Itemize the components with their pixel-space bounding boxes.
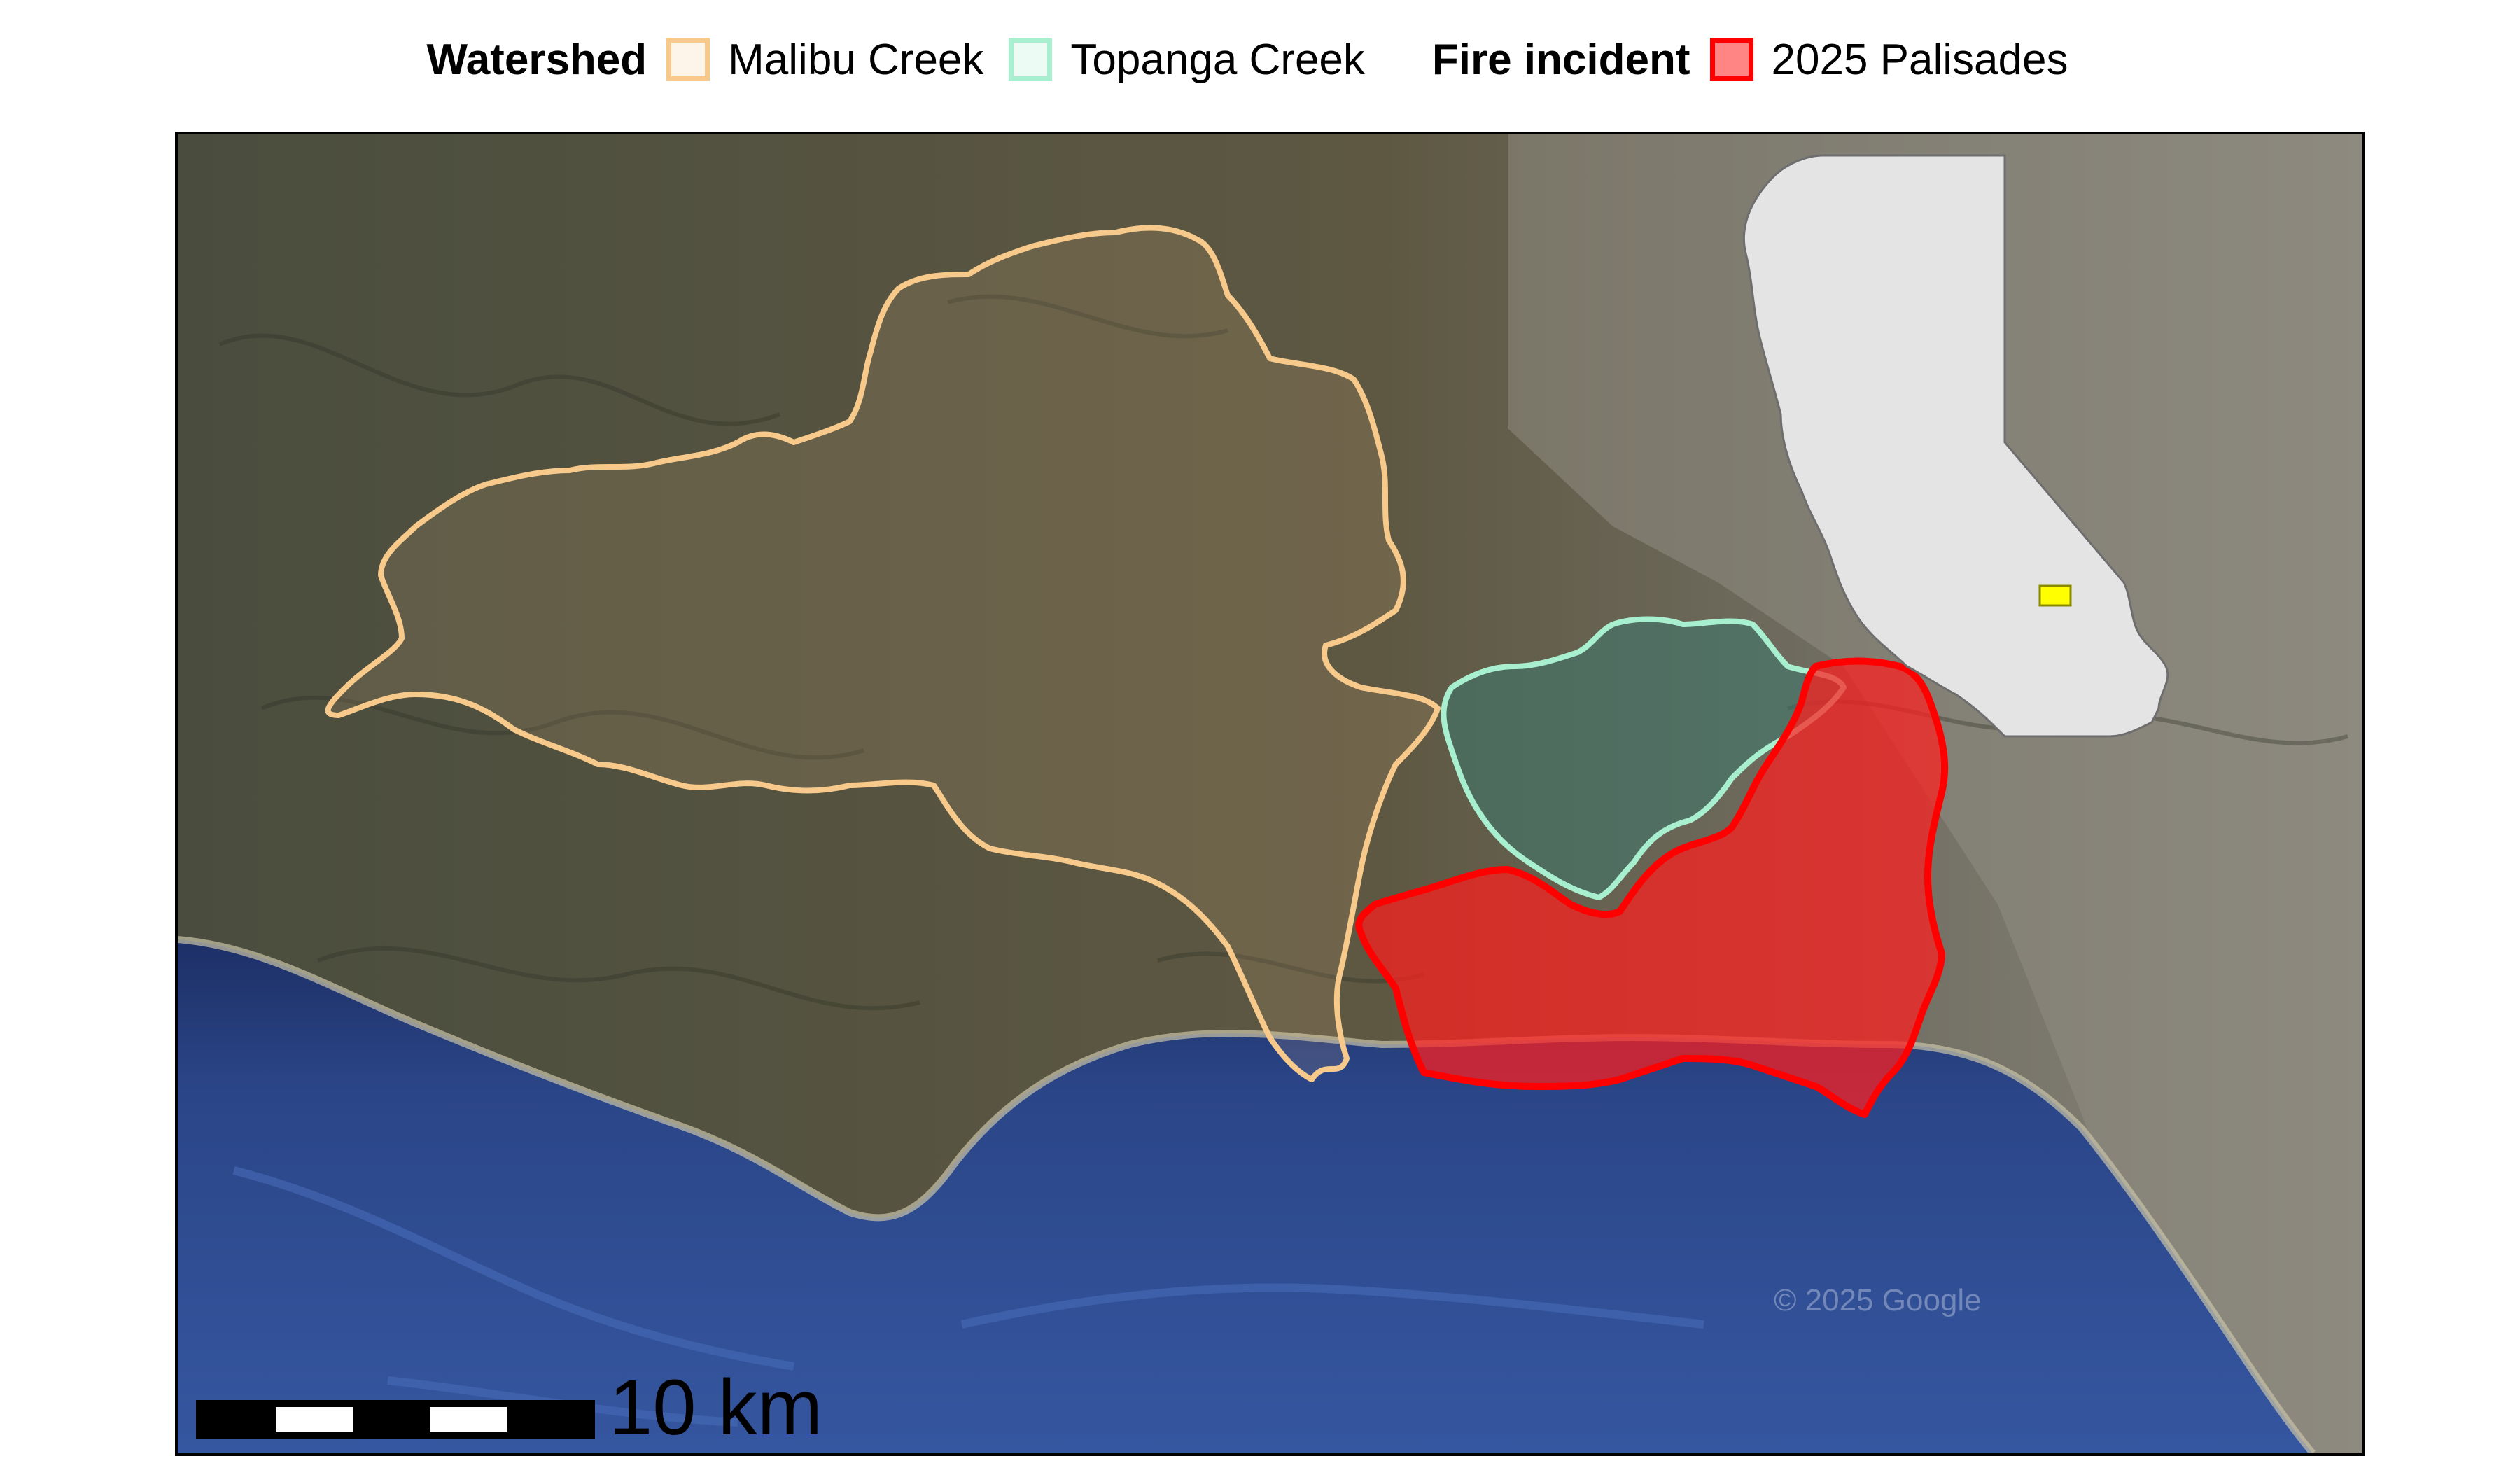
inset-study-area-highlight [2038, 584, 2072, 607]
coastline [178, 936, 2316, 1453]
legend-key-malibu [666, 38, 710, 81]
map-canvas: © 2025 Google [178, 134, 2362, 1453]
legend-fire-title: Fire incident [1432, 35, 1690, 84]
legend-label-palisades: 2025 Palisades [1771, 35, 2068, 84]
palisades-fire-perimeter [1355, 657, 1949, 1118]
legend-key-topanga [1009, 38, 1053, 81]
legend-label-topanga: Topanga Creek [1070, 35, 1365, 84]
map-legend: Watershed Malibu Creek Topanga Creek Fir… [0, 28, 2520, 91]
california-inset [1742, 154, 2169, 738]
topanga-creek-watershed [1441, 616, 1847, 900]
legend-key-palisades [1709, 38, 1754, 81]
map-panel: © 2025 Google [175, 132, 2365, 1456]
malibu-creek-watershed [325, 225, 1441, 1082]
legend-label-malibu: Malibu Creek [728, 35, 984, 84]
scale-bar-label: 10 km [609, 1364, 822, 1451]
legend-watershed-title: Watershed [426, 35, 648, 84]
map-attribution: © 2025 Google [1774, 1283, 1982, 1317]
scale-bar [196, 1400, 595, 1439]
